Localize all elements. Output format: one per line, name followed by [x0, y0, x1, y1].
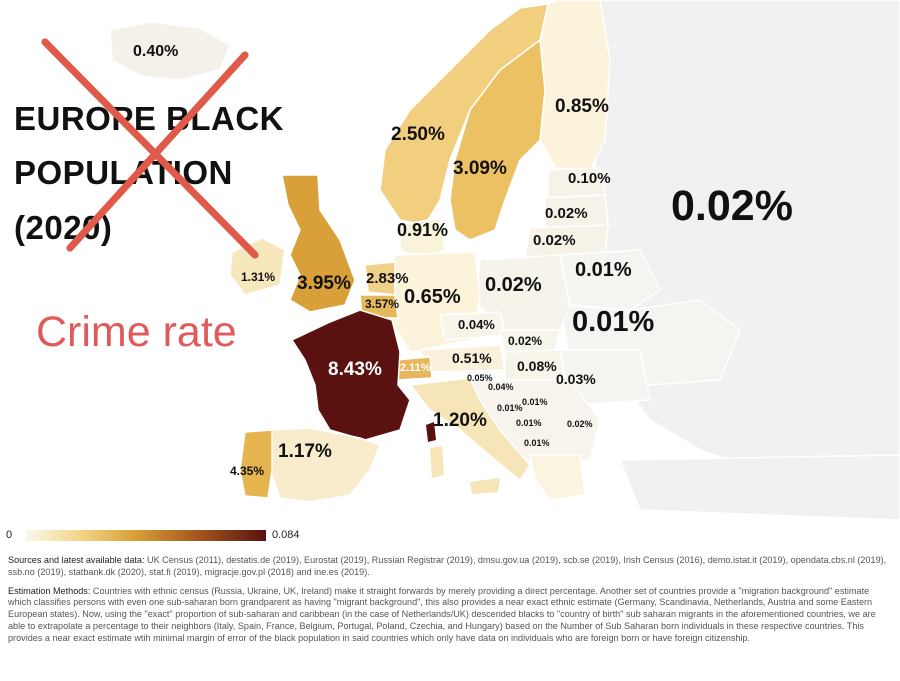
label-finland: 0.85%: [555, 96, 609, 117]
label-czechia: 0.04%: [458, 317, 495, 332]
country-italy: [408, 377, 531, 482]
label-bosnia: 0.01%: [497, 403, 523, 413]
title-line-1: EUROPE BLACK: [14, 100, 285, 137]
country-sweden: [449, 38, 546, 241]
label-montenegro: 0.01%: [516, 418, 542, 428]
label-slovenia: 0.05%: [467, 373, 493, 383]
label-switzerland: 2.11%: [400, 362, 431, 374]
label-russia: 0.02%: [671, 182, 793, 230]
island-sicily: [470, 478, 500, 494]
label-macedonia: 0.01%: [524, 438, 550, 448]
label-iceland: 0.40%: [133, 43, 179, 60]
label-estonia: 0.10%: [568, 170, 611, 187]
country-uk: [281, 174, 356, 313]
label-slovakia: 0.02%: [508, 334, 543, 348]
label-portugal: 4.35%: [230, 464, 265, 478]
title-line-2: POPULATION: [14, 154, 233, 192]
label-belgium: 3.57%: [365, 297, 400, 311]
label-germany: 0.65%: [404, 286, 461, 308]
label-sweden: 3.09%: [453, 158, 507, 179]
island-sardinia: [430, 446, 444, 478]
sources-text: UK Census (2011), destatis.de (2019), Eu…: [8, 555, 887, 577]
legend-max-label: 0.084: [272, 529, 300, 541]
methods-heading: Estimation Methods:: [8, 585, 91, 596]
label-poland: 0.02%: [485, 274, 542, 296]
label-italy: 1.20%: [433, 410, 487, 431]
label-netherlands: 2.83%: [366, 270, 409, 287]
crime-rate-text: Crime rate: [36, 308, 237, 356]
label-bulgaria: 0.02%: [567, 419, 593, 429]
label-ireland: 1.31%: [241, 270, 276, 284]
legend-color-scale: [26, 530, 266, 541]
label-belarus: 0.01%: [575, 259, 632, 281]
label-ukraine: 0.01%: [572, 306, 655, 338]
label-france: 8.43%: [328, 359, 382, 380]
map-title: EUROPE BLACK POPULATION (2020): [14, 92, 284, 255]
country-turkey: [618, 454, 900, 521]
country-greece: [529, 454, 586, 501]
label-latvia: 0.02%: [545, 205, 588, 222]
label-spain: 1.17%: [278, 441, 332, 462]
legend-min-label: 0: [6, 529, 13, 541]
island-corsica: [426, 422, 436, 442]
country-finland: [539, 0, 611, 171]
label-hungary: 0.08%: [517, 358, 557, 374]
country-spain: [269, 427, 381, 503]
sources-heading: Sources and latest available data:: [8, 555, 145, 565]
country-france: [290, 309, 411, 441]
sources-note: Sources and latest available data: UK Ce…: [8, 555, 892, 579]
methods-note: Estimation Methods: Countries with ethni…: [8, 586, 892, 645]
label-denmark: 0.91%: [397, 220, 449, 240]
label-romania: 0.03%: [556, 371, 596, 387]
label-croatia: 0.04%: [488, 382, 514, 392]
methods-text: Countries with ethnic census (Russia, Uk…: [8, 585, 876, 643]
label-lithuania: 0.02%: [533, 232, 576, 249]
label-uk: 3.95%: [297, 273, 351, 294]
label-austria: 0.51%: [452, 350, 492, 366]
label-serbia: 0.01%: [522, 397, 548, 407]
footnotes: Sources and latest available data: UK Ce…: [8, 555, 892, 652]
label-norway: 2.50%: [391, 124, 445, 145]
country-portugal: [239, 429, 273, 499]
title-line-3: (2020): [14, 208, 113, 246]
